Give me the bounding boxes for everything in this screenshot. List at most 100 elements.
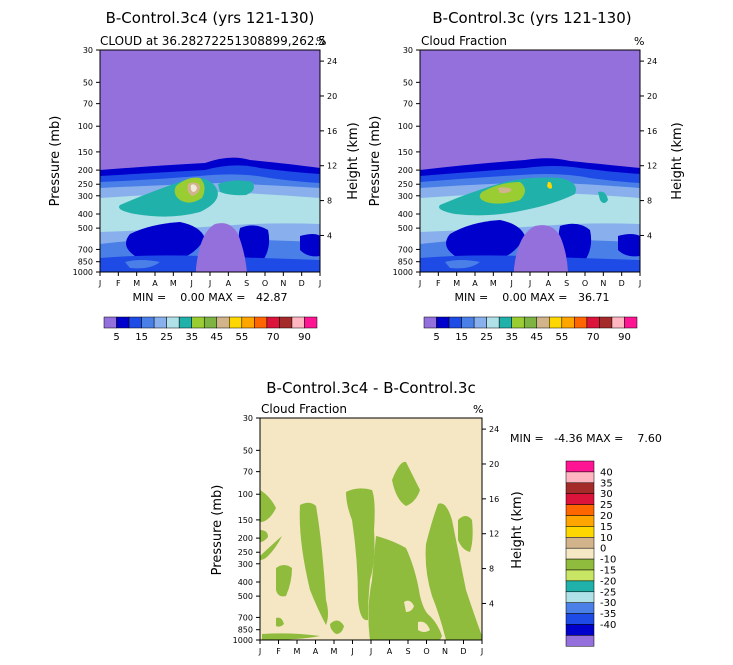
colorbar-label: -30 xyxy=(600,598,616,609)
y-tick-label: 50 xyxy=(403,78,413,87)
panel-top-left: B-Control.3c4 (yrs 121-130) CLOUD at 36.… xyxy=(48,9,361,304)
y-tick-label: 200 xyxy=(238,534,253,543)
x-tick-label: O xyxy=(262,279,268,288)
y-tick-label: 50 xyxy=(243,446,253,455)
colorbar-label: 25 xyxy=(160,332,173,343)
x-tick-label: D xyxy=(460,647,466,656)
colorbar-swatch xyxy=(565,613,595,625)
colorbar-label: -10 xyxy=(600,555,616,566)
units-label: % xyxy=(316,35,326,48)
colorbar-swatch xyxy=(153,316,167,329)
colorbar-swatch xyxy=(436,316,450,329)
y2-tick-label: 16 xyxy=(647,127,657,136)
y-tick-label: 50 xyxy=(83,78,93,87)
colorbar-swatch xyxy=(128,316,142,329)
y-tick-label: 1000 xyxy=(233,636,253,645)
x-tick-label: N xyxy=(442,647,448,656)
colorbar-swatch xyxy=(523,316,538,329)
y2-tick-label: 8 xyxy=(489,565,494,574)
y2-tick-label: 8 xyxy=(647,197,652,206)
y-tick-label: 150 xyxy=(78,148,93,157)
colorbar-swatch xyxy=(565,624,595,636)
y-tick-label: 850 xyxy=(238,626,253,635)
colorbar-swatch xyxy=(565,547,595,560)
units-label: % xyxy=(634,35,644,48)
y2-tick-label: 20 xyxy=(327,92,337,101)
x-tick-label: D xyxy=(299,279,305,288)
y2-tick-label: 12 xyxy=(327,162,337,171)
y-tick-label: 30 xyxy=(403,46,413,55)
x-tick-label: M xyxy=(294,647,301,656)
x-tick-label: J xyxy=(258,647,261,656)
y2-tick-label: 20 xyxy=(489,460,499,469)
colorbar-swatch xyxy=(586,316,600,329)
x-tick-label: J xyxy=(208,279,211,288)
y2-tick-label: 8 xyxy=(327,197,332,206)
y-tick-label: 70 xyxy=(243,468,253,477)
colorbar-swatch xyxy=(574,316,588,329)
x-tick-label: J xyxy=(318,279,321,288)
x-tick-label: D xyxy=(619,279,625,288)
y-tick-label: 1000 xyxy=(393,268,413,277)
x-tick-label: M xyxy=(170,279,177,288)
min-max-label: MIN = 0.00 MAX = 36.71 xyxy=(455,291,610,304)
colorbar-label: 15 xyxy=(135,332,148,343)
y-tick-label: 150 xyxy=(238,516,253,525)
min-max-label: MIN = -4.36 MAX = 7.60 xyxy=(510,432,662,445)
colorbar-swatch xyxy=(266,316,280,329)
y-tick-label: 30 xyxy=(243,414,253,423)
x-tick-label: J xyxy=(98,279,101,288)
colorbar-label: 10 xyxy=(600,533,613,544)
colorbar-label: 25 xyxy=(480,332,493,343)
colorbar-swatch xyxy=(279,316,293,329)
colorbar-swatch xyxy=(565,515,595,527)
x-tick-label: A xyxy=(472,279,478,288)
x-tick-label: N xyxy=(280,279,286,288)
colorbar-swatch xyxy=(178,316,192,329)
colorbar-label: 0 xyxy=(600,544,606,555)
x-tick-label: S xyxy=(564,279,569,288)
y-tick-label: 700 xyxy=(398,245,413,254)
y2-tick-label: 20 xyxy=(647,92,657,101)
colorbar-label: -40 xyxy=(600,620,616,631)
y-tick-label: 250 xyxy=(238,548,253,557)
colorbar-swatch xyxy=(203,316,218,329)
y2-tick-label: 12 xyxy=(489,530,499,539)
contour-field xyxy=(260,418,482,640)
min-max-label: MIN = 0.00 MAX = 42.87 xyxy=(133,291,288,304)
y2-tick-label: 4 xyxy=(327,231,332,240)
x-tick-label: J xyxy=(350,647,353,656)
colorbar-label: -35 xyxy=(600,609,616,620)
y-tick-label: 700 xyxy=(238,613,253,622)
colorbar-swatch xyxy=(561,316,575,329)
colorbar-label: -15 xyxy=(600,566,616,577)
colorbar-swatch xyxy=(448,316,462,329)
colorbar-swatch xyxy=(565,580,595,593)
colorbar-swatch xyxy=(241,316,255,329)
colorbar-swatch xyxy=(536,316,550,329)
x-tick-label: M xyxy=(453,279,460,288)
colorbar-swatch xyxy=(473,316,487,329)
y-tick-label: 300 xyxy=(238,560,253,569)
x-tick-label: J xyxy=(189,279,192,288)
x-tick-label: A xyxy=(226,279,232,288)
x-tick-label: F xyxy=(436,279,441,288)
panel-subtitle: Cloud Fraction xyxy=(421,34,507,48)
colorbar-swatch xyxy=(565,493,595,505)
y-tick-label: 70 xyxy=(83,100,93,109)
y2-tick-label: 24 xyxy=(327,57,337,66)
colorbar-label: 45 xyxy=(210,332,223,343)
colorbar-label: 45 xyxy=(530,332,543,343)
colorbar-label: -20 xyxy=(600,576,616,587)
colorbar-swatch xyxy=(116,316,130,329)
y2-tick-label: 16 xyxy=(327,127,337,136)
colorbar-swatch xyxy=(565,526,595,538)
colorbar-swatch xyxy=(486,316,500,329)
colorbar-swatch xyxy=(423,316,437,329)
colorbar-label: 40 xyxy=(600,467,613,478)
y-tick-label: 70 xyxy=(403,100,413,109)
x-tick-label: S xyxy=(244,279,249,288)
panel-subtitle: Cloud Fraction xyxy=(261,402,347,416)
contour-field xyxy=(420,50,640,272)
